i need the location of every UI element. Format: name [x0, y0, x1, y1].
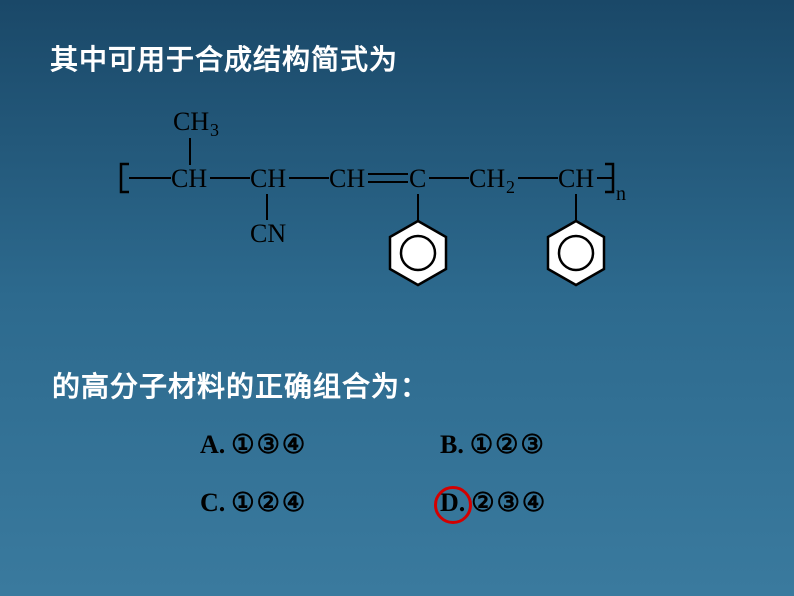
svg-text:CH: CH [171, 164, 207, 193]
option-d-letter: D. [440, 488, 465, 518]
svg-text:CH: CH [558, 164, 594, 193]
svg-text:C: C [409, 164, 426, 193]
option-b-letter: B. [440, 430, 464, 460]
option-c-nums: ①②④ [231, 488, 307, 518]
option-d: D. ②③④ [440, 488, 680, 518]
option-a: A. ①③④ [200, 430, 440, 460]
option-a-nums: ①③④ [231, 430, 307, 460]
polymer-structure-diagram: CH 3 CH CH CN CH C CH 2 [115, 100, 675, 320]
svg-text:CH: CH [250, 164, 286, 193]
svg-text:2: 2 [506, 177, 515, 197]
svg-text:CN: CN [250, 219, 286, 248]
option-row-2: C. ①②④ D. ②③④ [200, 488, 680, 518]
svg-text:CH: CH [173, 107, 209, 136]
heading-line-1: 其中可用于合成结构简式为 [50, 38, 398, 78]
option-b: B. ①②③ [440, 430, 680, 460]
option-d-nums: ②③④ [471, 488, 547, 518]
svg-text:3: 3 [210, 120, 219, 140]
svg-text:n: n [616, 183, 626, 205]
option-c-letter: C. [200, 488, 225, 518]
option-row-1: A. ①③④ B. ①②③ [200, 430, 680, 460]
heading-line-2: 的高分子材料的正确组合为： [52, 365, 429, 405]
svg-text:CH: CH [469, 164, 505, 193]
option-c: C. ①②④ [200, 488, 440, 518]
option-a-letter: A. [200, 430, 225, 460]
svg-text:CH: CH [329, 164, 365, 193]
answer-options: A. ①③④ B. ①②③ C. ①②④ D. ②③④ [200, 430, 680, 546]
option-b-nums: ①②③ [470, 430, 546, 460]
